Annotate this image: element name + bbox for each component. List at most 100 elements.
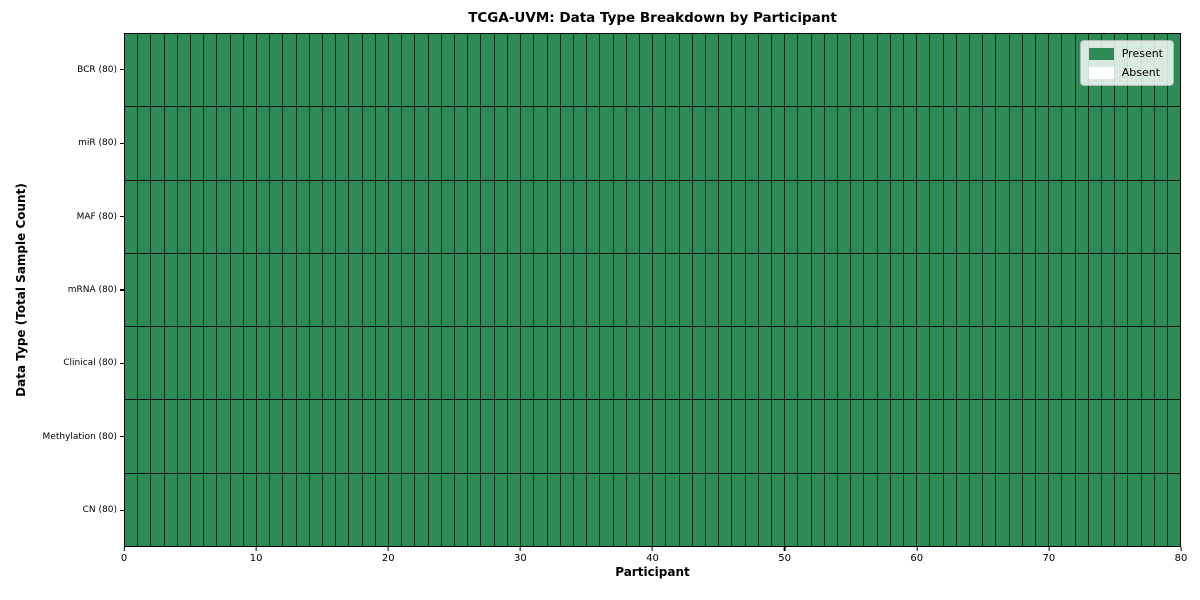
heatmap-cell-present xyxy=(323,180,337,253)
heatmap-cell-present xyxy=(1115,327,1129,400)
y-tick-mark xyxy=(120,509,124,511)
heatmap-cell-present xyxy=(837,473,852,546)
y-tick-row: Methylation (80) xyxy=(0,400,124,473)
heatmap-cell-present xyxy=(600,34,614,107)
legend-entry-absent: Absent xyxy=(1088,66,1163,79)
heatmap-cell-present xyxy=(177,253,192,327)
heatmap-cell-present xyxy=(243,107,258,180)
heatmap-cell-present xyxy=(1009,473,1023,546)
y-tick-mark xyxy=(120,215,124,218)
heatmap-cell-present xyxy=(626,34,640,107)
heatmap-cell-present xyxy=(521,180,535,253)
heatmap-cell-present xyxy=(824,473,838,546)
heatmap-cell-present xyxy=(732,473,746,546)
heatmap-cell-present xyxy=(560,473,574,546)
heatmap-cell-present xyxy=(494,253,508,327)
heatmap-cell-present xyxy=(903,34,918,107)
heatmap-cell-present xyxy=(336,253,350,327)
heatmap-cell-present xyxy=(639,473,654,546)
heatmap-cell-present xyxy=(1115,107,1129,180)
heatmap-cell-present xyxy=(1168,473,1181,546)
heatmap-cell-present xyxy=(441,107,456,180)
heatmap-cell-present xyxy=(547,400,561,473)
heatmap-cell-present xyxy=(705,34,720,107)
heatmap-cell-present xyxy=(785,180,799,253)
heatmap-cell-present xyxy=(1102,400,1116,473)
heatmap-cell-present xyxy=(230,327,244,400)
heatmap-cell-present xyxy=(349,400,363,473)
legend: Present Absent xyxy=(1079,40,1174,86)
heatmap-cell-present xyxy=(943,327,957,400)
heatmap-cell-present xyxy=(798,253,812,327)
heatmap-cell-present xyxy=(296,107,310,180)
heatmap-cell-present xyxy=(494,473,508,546)
x-tick-mark xyxy=(784,547,786,551)
heatmap-cell-present xyxy=(494,107,508,180)
heatmap-cell-present xyxy=(745,253,759,327)
heatmap-cell-present xyxy=(468,34,482,107)
heatmap-cell-present xyxy=(507,400,522,473)
x-tick-label: 30 xyxy=(514,553,527,564)
heatmap-cell-present xyxy=(600,107,614,180)
x-tick-mark xyxy=(1048,547,1050,551)
heatmap-cell-present xyxy=(890,253,904,327)
heatmap-cell-present xyxy=(1022,107,1037,180)
heatmap-cell-present xyxy=(679,253,693,327)
heatmap-cell-present xyxy=(970,400,984,473)
heatmap-cell-present xyxy=(125,253,139,327)
heatmap-cell-present xyxy=(745,400,759,473)
heatmap-cell-present xyxy=(230,180,244,253)
heatmap-cell-present xyxy=(666,107,680,180)
heatmap-cell-present xyxy=(257,327,271,400)
heatmap-cell-present xyxy=(917,180,931,253)
heatmap-cell-present xyxy=(1062,253,1076,327)
heatmap-cell-present xyxy=(917,400,931,473)
heatmap-cell-present xyxy=(164,400,178,473)
heatmap-cell-present xyxy=(732,107,746,180)
heatmap-cell-present xyxy=(983,473,997,546)
heatmap-cell-present xyxy=(191,180,205,253)
heatmap-cell-present xyxy=(1022,180,1037,253)
heatmap-cell-present xyxy=(177,400,192,473)
heatmap-cell-present xyxy=(455,327,469,400)
heatmap-cell-present xyxy=(930,473,944,546)
heatmap-cell-present xyxy=(415,473,429,546)
heatmap-cell-present xyxy=(1062,34,1076,107)
heatmap-cell-present xyxy=(362,107,376,180)
heatmap-cell-present xyxy=(996,107,1010,180)
heatmap-cell-present xyxy=(1009,107,1023,180)
heatmap-cell-present xyxy=(785,473,799,546)
heatmap-cell-present xyxy=(600,400,614,473)
x-tick-label: 0 xyxy=(120,553,128,564)
heatmap-cell-present xyxy=(507,473,522,546)
heatmap-cell-present xyxy=(560,34,574,107)
heatmap-cell-present xyxy=(930,327,944,400)
heatmap-cell-present xyxy=(903,400,918,473)
heatmap-cell-present xyxy=(1009,34,1023,107)
heatmap-cell-present xyxy=(692,400,706,473)
heatmap-cell-present xyxy=(191,400,205,473)
heatmap-cell-present xyxy=(481,253,495,327)
heatmap-cell-present xyxy=(191,473,205,546)
heatmap-cell-present xyxy=(851,400,865,473)
heatmap-cell-present xyxy=(956,253,970,327)
heatmap-cell-present xyxy=(613,180,627,253)
heatmap-cell-present xyxy=(798,400,812,473)
heatmap-cell-present xyxy=(613,253,627,327)
heatmap-cell-present xyxy=(956,34,970,107)
heatmap-cell-present xyxy=(1088,400,1103,473)
heatmap-cell-present xyxy=(983,34,997,107)
heatmap-cell-present xyxy=(270,180,284,253)
heatmap-cell-present xyxy=(970,253,984,327)
heatmap-cell-present xyxy=(270,107,284,180)
heatmap-cell-present xyxy=(560,107,574,180)
heatmap-cell-present xyxy=(573,34,588,107)
heatmap-cell-present xyxy=(639,327,654,400)
heatmap-cell-present xyxy=(719,107,733,180)
heatmap-cell-present xyxy=(402,473,416,546)
y-tick-row: MAF (80) xyxy=(0,180,124,253)
heatmap-cell-present xyxy=(164,34,178,107)
heatmap-cell-present xyxy=(257,180,271,253)
heatmap-cell-present xyxy=(481,107,495,180)
heatmap-cell-present xyxy=(851,473,865,546)
